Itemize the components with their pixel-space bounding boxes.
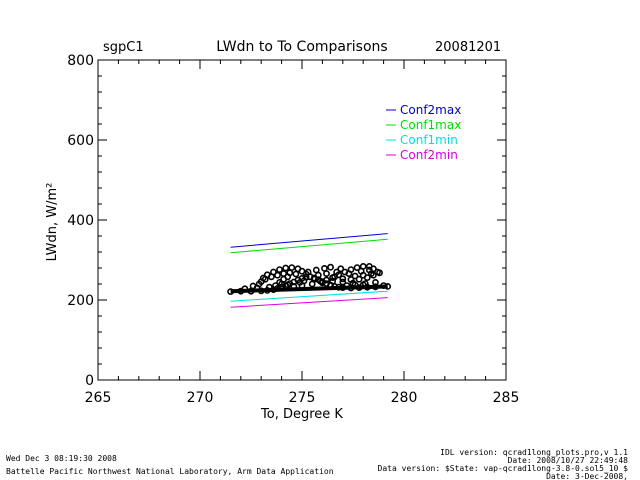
x-axis-label: To, Degree K xyxy=(260,407,343,422)
x-tick-label: 285 xyxy=(493,390,520,406)
data-point xyxy=(384,282,392,290)
footer-idl-version: IDL version: qcrad1long_plots.pro,v 1.1 xyxy=(440,448,628,457)
data-point xyxy=(265,283,273,291)
y-tick-label: 400 xyxy=(67,213,94,229)
y-tick-label: 200 xyxy=(67,293,94,309)
legend-label-conf2min: Conf2min xyxy=(400,148,458,162)
data-point xyxy=(249,282,257,290)
scatter-group xyxy=(227,262,392,295)
data-point xyxy=(323,270,330,277)
legend-label-conf1max: Conf1max xyxy=(400,118,461,132)
data-point xyxy=(351,272,359,280)
series-line-conf2min xyxy=(230,297,388,308)
data-point xyxy=(241,285,249,293)
x-tick-label: 265 xyxy=(85,390,112,406)
x-tick-label: 275 xyxy=(289,390,316,406)
data-point xyxy=(337,265,345,273)
legend-label-conf2max: Conf2max xyxy=(400,103,461,117)
data-point xyxy=(296,278,304,286)
data-point xyxy=(376,269,383,277)
data-point xyxy=(304,268,312,276)
data-point xyxy=(372,278,379,286)
data-point xyxy=(339,275,347,283)
series-group xyxy=(230,233,388,308)
data-point xyxy=(261,275,269,283)
data-point xyxy=(355,275,363,283)
data-point xyxy=(290,282,298,290)
date-label: 20081201 xyxy=(435,40,501,55)
data-point xyxy=(292,270,300,278)
footer-idl-date: Date: 2008/10/27 22:49:48 xyxy=(508,456,629,465)
footer-lab: Battelle Pacific Northwest National Labo… xyxy=(6,467,334,476)
series-line-conf2max xyxy=(230,233,388,248)
data-point xyxy=(327,263,334,271)
axis-ticks xyxy=(97,59,507,381)
data-point xyxy=(255,280,263,288)
data-point xyxy=(345,270,353,277)
data-point xyxy=(351,281,359,289)
data-point xyxy=(333,268,341,276)
legend-label-conf1min: Conf1min xyxy=(400,133,458,147)
data-point xyxy=(339,278,347,286)
data-point xyxy=(361,280,369,287)
data-point xyxy=(380,282,387,289)
data-point xyxy=(308,280,316,288)
data-point xyxy=(357,267,365,275)
data-point xyxy=(372,283,379,291)
x-tick-labels: 265 270 275 280 285 xyxy=(85,390,520,406)
series-line-conf1min xyxy=(230,290,388,302)
data-point xyxy=(329,277,336,285)
y-tick-label: 600 xyxy=(67,133,94,149)
chart-title: LWdn to To Comparisons xyxy=(216,39,387,55)
x-tick-label: 280 xyxy=(391,390,418,406)
data-point xyxy=(282,264,290,272)
footer-data-date: Date: 3-Dec-2008, xyxy=(546,472,628,480)
data-point xyxy=(365,266,373,274)
data-point xyxy=(227,288,234,295)
data-point xyxy=(276,266,283,273)
data-point xyxy=(314,271,322,279)
data-point xyxy=(284,273,292,281)
series-line-conf1max xyxy=(230,238,388,254)
data-point xyxy=(274,271,281,279)
data-point xyxy=(267,273,275,281)
data-point xyxy=(335,283,343,291)
y-tick-labels: 0 200 400 600 800 xyxy=(67,53,94,389)
data-point xyxy=(343,282,351,289)
data-point xyxy=(284,281,292,289)
data-point xyxy=(318,279,326,287)
y-tick-label: 800 xyxy=(67,53,94,69)
data-point xyxy=(276,278,283,286)
footer-data-version: Data version: $State: vap-qcrad1long-3.8… xyxy=(378,464,629,473)
y-axis-label: LWdn, W/m² xyxy=(45,183,60,262)
data-point xyxy=(272,282,279,289)
site-label: sgpC1 xyxy=(103,40,144,55)
data-point xyxy=(353,264,361,271)
x-tick-label: 270 xyxy=(187,390,214,406)
y-tick-label: 0 xyxy=(85,373,94,389)
footer-timestamp: Wed Dec 3 08:19:30 2008 xyxy=(6,454,117,463)
